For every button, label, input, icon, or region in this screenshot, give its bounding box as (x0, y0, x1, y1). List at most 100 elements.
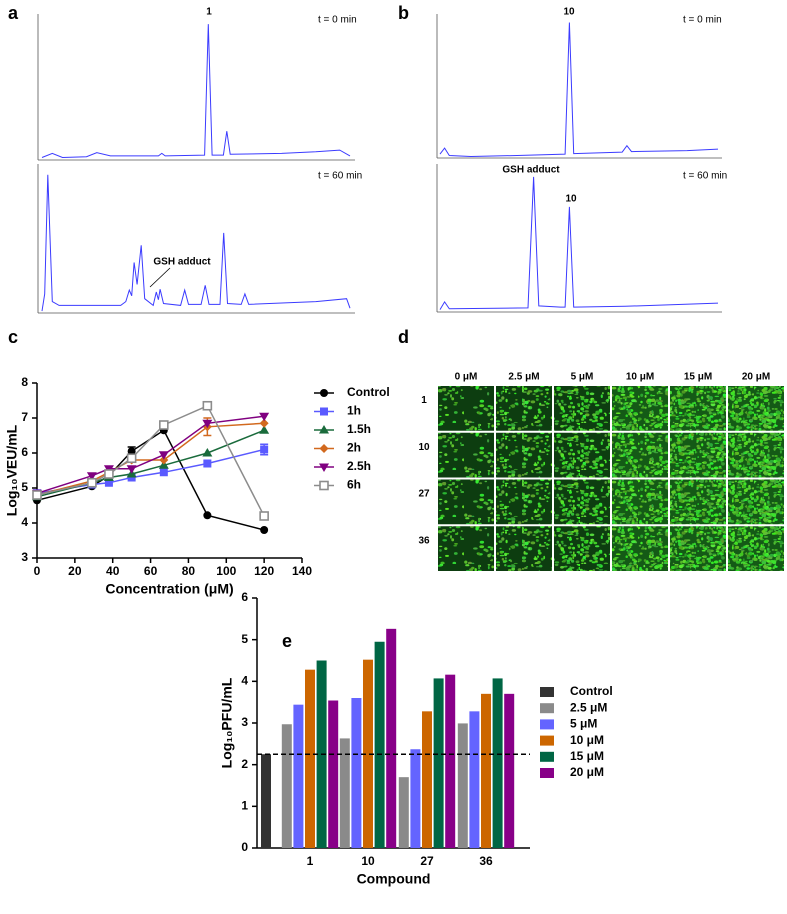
legend-marker (320, 407, 328, 416)
annotation: GSH adduct (153, 257, 211, 268)
x-axis-title: Compound (357, 871, 431, 887)
chromatogram-trace (41, 24, 351, 159)
point (259, 425, 270, 434)
point (159, 420, 169, 430)
annotation: 1 (206, 7, 212, 18)
y-tick-label: 6 (21, 445, 28, 459)
bar (351, 698, 362, 848)
row-label: 36 (418, 535, 430, 546)
y-tick-label: 4 (241, 674, 248, 688)
legend-label: 2h (347, 441, 361, 455)
legend-swatch (540, 687, 554, 697)
bar (398, 777, 409, 848)
bar (293, 704, 304, 848)
point (202, 448, 213, 457)
point (86, 472, 97, 481)
point (259, 412, 270, 422)
micrograph (438, 526, 494, 571)
y-axis-title: Log₁₀VEU/mL (4, 424, 20, 516)
bar (328, 700, 339, 848)
panel-label: b (398, 3, 409, 23)
row-label: 27 (418, 489, 430, 500)
micrograph (728, 479, 784, 525)
point (260, 445, 269, 454)
micrograph (612, 479, 668, 525)
legend-label: 2.5h (347, 459, 371, 473)
y-tick-label: 3 (241, 715, 248, 729)
point (159, 455, 169, 465)
x-tick-label: 100 (216, 564, 236, 578)
bar (504, 693, 515, 848)
x-tick-label: 60 (144, 564, 158, 578)
legend-marker (319, 444, 329, 453)
bar (422, 711, 432, 848)
bar (410, 749, 421, 848)
micrograph (554, 386, 610, 431)
micrograph (554, 479, 610, 525)
legend-label: 5 μM (570, 717, 597, 731)
panel-label: e (282, 631, 292, 651)
bar (261, 754, 271, 848)
micrograph (670, 479, 726, 525)
micrograph (554, 432, 610, 478)
x-tick-label: 140 (292, 564, 312, 578)
bar (374, 641, 385, 848)
annotation: t = 0 min (318, 15, 357, 26)
micrograph (670, 526, 726, 571)
micrograph (612, 432, 668, 478)
legend-label: Control (570, 684, 613, 698)
bar (363, 659, 373, 848)
y-tick-label: 5 (241, 632, 248, 646)
row-label: 10 (418, 442, 430, 453)
x-tick-label: 1 (307, 854, 314, 868)
bar (469, 711, 480, 848)
bar (481, 693, 491, 848)
annotation: GSH adduct (502, 165, 560, 176)
x-tick-label: 80 (182, 564, 196, 578)
micrograph (554, 526, 610, 571)
annotation: 10 (563, 7, 575, 18)
legend-marker (319, 480, 329, 491)
point (202, 419, 213, 429)
series-line (36, 415, 265, 495)
point (259, 418, 269, 428)
bar (305, 669, 315, 848)
x-tick-label: 120 (254, 564, 274, 578)
annotation-leader (149, 267, 171, 288)
chromatogram-trace (439, 22, 719, 158)
point (203, 511, 212, 520)
micrograph (728, 526, 784, 571)
annotation: 10 (565, 194, 577, 205)
legend-label: Control (347, 385, 390, 399)
panel-label: c (8, 327, 18, 347)
x-tick-label: 20 (68, 564, 82, 578)
micrograph (496, 432, 552, 478)
point (260, 526, 269, 534)
micrograph (438, 386, 494, 431)
point (104, 478, 113, 487)
x-tick-label: 10 (361, 854, 375, 868)
micrograph (728, 386, 784, 431)
legend-swatch (540, 703, 554, 714)
y-axis-title: Log₁₀PFU/mL (219, 677, 235, 768)
bar (281, 724, 292, 848)
point (126, 453, 137, 464)
x-tick-label: 27 (420, 854, 434, 868)
column-label: 2.5 μM (508, 372, 539, 383)
annotation: t = 0 min (683, 15, 722, 26)
column-label: 5 μM (571, 372, 594, 383)
legend-swatch (540, 719, 554, 730)
legend-swatch (540, 751, 554, 762)
legend-label: 6h (347, 478, 361, 492)
y-tick-label: 0 (241, 840, 248, 854)
bar (492, 678, 503, 848)
bar (339, 738, 350, 848)
legend-label: 20 μM (570, 765, 604, 779)
panel-label: d (398, 327, 409, 347)
point (87, 477, 97, 488)
column-label: 15 μM (684, 372, 712, 383)
point (202, 400, 213, 411)
legend-swatch (540, 735, 554, 746)
